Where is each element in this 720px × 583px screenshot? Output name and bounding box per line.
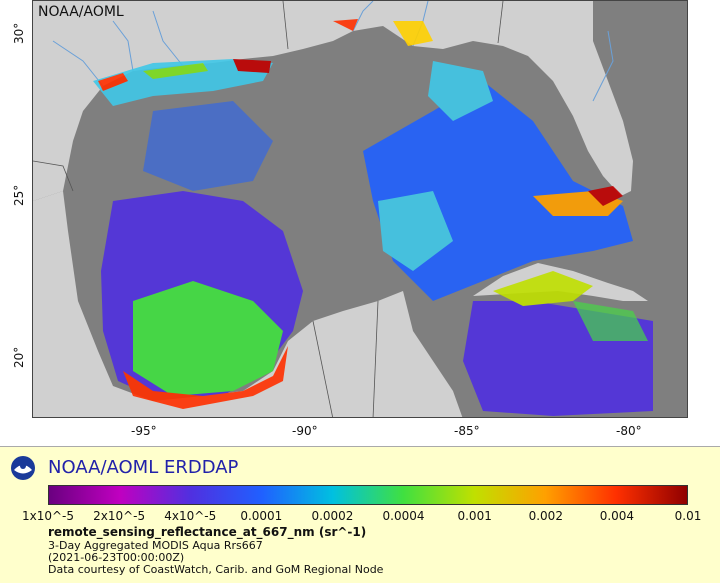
- noaa-logo-icon: [11, 456, 35, 480]
- reflectance-data: [93, 19, 653, 416]
- colorbar-tick-label: 2x10^-5: [93, 509, 146, 523]
- lat-tick-label: 20°: [12, 346, 26, 368]
- atlantic-nodata: [673, 41, 687, 417]
- colorbar: [48, 485, 688, 505]
- colorbar-tick-label: 0.0001: [240, 509, 283, 523]
- colorbar-tick-label: 0.004: [599, 509, 635, 523]
- lon-tick-label: -90°: [292, 424, 318, 438]
- colorbar-tick-label: 1x10^-5: [21, 509, 75, 523]
- colorbar-tick-label: 4x10^-5: [164, 509, 217, 523]
- lat-tick-label: 25°: [12, 184, 26, 206]
- land-mexico: [33, 191, 463, 417]
- data-credit: Data courtesy of CoastWatch, Carib. and …: [48, 563, 384, 576]
- dataset-name: 3-Day Aggregated MODIS Aqua Rrs667: [48, 539, 263, 552]
- map-canvas: [33, 1, 687, 417]
- time-stamp: (2021-06-23T00:00:00Z): [48, 551, 185, 564]
- lon-tick-label: -85°: [454, 424, 480, 438]
- lat-tick-label: 30°: [12, 22, 26, 44]
- land-us: [33, 1, 633, 201]
- map-watermark: NOAA/AOML: [38, 4, 124, 20]
- colorbar-tick-label: 0.01: [674, 509, 702, 523]
- variable-name: remote_sensing_reflectance_at_667_nm (sr…: [48, 525, 367, 539]
- map-panel[interactable]: [32, 0, 688, 418]
- colorbar-tick-label: 0.0002: [311, 509, 354, 523]
- borders: [33, 1, 504, 417]
- colorbar-tick-label: 0.001: [457, 509, 492, 523]
- lon-tick-label: -80°: [616, 424, 642, 438]
- colorbar-tick-label: 0.002: [528, 509, 563, 523]
- brand-title: NOAA/AOML ERDDAP: [48, 457, 239, 478]
- colorbar-tick-label: 0.0004: [382, 509, 425, 523]
- lon-tick-label: -95°: [131, 424, 157, 438]
- legend-panel: NOAA/AOML ERDDAP 1x10^-5 2x10^-5 4x10^-5 0.…: [0, 446, 720, 583]
